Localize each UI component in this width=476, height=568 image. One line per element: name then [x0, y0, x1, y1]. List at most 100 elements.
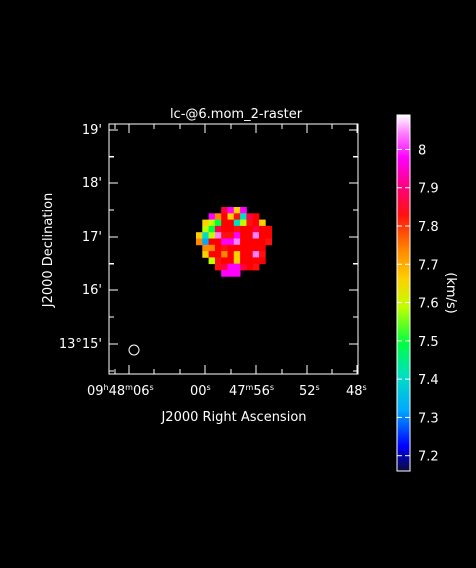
map-pixel — [252, 225, 260, 233]
map-pixel — [221, 219, 228, 227]
map-pixel — [233, 207, 241, 214]
plot-frame — [108, 123, 359, 375]
map-pixel — [259, 232, 266, 239]
map-pixel — [252, 219, 260, 227]
map-pixel — [208, 257, 216, 265]
map-pixel — [227, 244, 235, 252]
map-pixel — [208, 251, 216, 258]
map-pixel — [221, 257, 228, 265]
map-pixel — [240, 244, 247, 252]
map-pixel — [208, 219, 216, 227]
y-tick-label: 19' — [82, 123, 102, 138]
map-pixel — [233, 238, 241, 246]
colorbar-tick-label: 7.3 — [418, 411, 439, 426]
map-pixel — [252, 244, 260, 252]
map-pixel — [233, 263, 241, 271]
map-pixel — [208, 232, 216, 239]
y-axis-label: J2000 Declination — [41, 193, 56, 309]
map-pixel — [202, 219, 209, 227]
y-tick-label: 13°15' — [59, 337, 102, 352]
map-pixel — [240, 225, 247, 233]
map-pixel-layer — [196, 207, 272, 277]
map-pixel — [221, 213, 228, 220]
colorbar-tick-label: 8 — [418, 143, 426, 158]
map-pixel — [259, 225, 266, 233]
colorbar-tick-label: 7.6 — [418, 297, 439, 312]
map-pixel — [246, 238, 254, 246]
map-pixel — [196, 232, 203, 239]
map-pixel — [227, 232, 235, 239]
x-tick-label: 52s — [299, 383, 320, 399]
map-pixel — [221, 270, 228, 277]
map-pixel — [259, 244, 266, 252]
map-pixel — [227, 270, 235, 277]
map-pixel — [246, 257, 254, 265]
map-pixel — [246, 213, 254, 220]
x-tick-label: 48s — [346, 383, 367, 399]
map-pixel — [233, 257, 241, 265]
map-pixel — [240, 251, 247, 258]
x-tick-label: 00s — [190, 383, 211, 399]
map-pixel — [214, 219, 222, 227]
map-pixel — [214, 244, 222, 252]
beam-ellipse — [128, 344, 140, 356]
colorbar-tick-label: 7.4 — [418, 373, 439, 388]
y-tick-label: 17' — [82, 230, 102, 245]
colorbar-tick-label: 7.8 — [418, 220, 439, 235]
map-pixel — [221, 263, 228, 271]
map-pixel — [233, 225, 241, 233]
x-axis-label: J2000 Right Ascension — [160, 410, 306, 425]
map-pixel — [214, 232, 222, 239]
map-pixel — [227, 238, 235, 246]
map-pixel — [202, 232, 209, 239]
map-pixel — [208, 213, 216, 220]
map-pixel — [233, 251, 241, 258]
map-pixel — [246, 263, 254, 271]
map-pixel — [240, 232, 247, 239]
map-pixel — [221, 251, 228, 258]
colorbar-tick-label: 7.7 — [418, 258, 439, 273]
map-pixel — [227, 213, 235, 220]
map-pixel — [202, 244, 209, 252]
map-pixel — [252, 238, 260, 246]
map-pixel — [208, 238, 216, 246]
map-pixel — [246, 251, 254, 258]
map-pixel — [208, 225, 216, 233]
map-pixel — [252, 213, 260, 220]
map-pixel — [202, 225, 209, 233]
map-pixel — [233, 213, 241, 220]
map-pixel — [227, 207, 235, 214]
colorbar-tick-label: 7.5 — [418, 335, 439, 350]
map-pixel — [227, 219, 235, 227]
colorbar-tick-label: 7.2 — [418, 450, 439, 465]
map-pixel — [221, 244, 228, 252]
map-pixel — [246, 219, 254, 227]
map-pixel — [196, 238, 203, 246]
map-pixel — [221, 232, 228, 239]
map-pixel — [227, 257, 235, 265]
map-pixel — [259, 219, 266, 227]
map-pixel — [214, 238, 222, 246]
x-tick-label: 47m56s — [229, 383, 274, 399]
colorbar-ticks: 7.2 7.3 7.4 7.5 7.6 7.7 7.8 7.9 8 — [397, 143, 439, 465]
map-pixel — [252, 251, 260, 258]
map-pixel — [214, 263, 222, 271]
colorbar — [396, 114, 411, 472]
x-tick-label: 09h48m06s — [87, 383, 154, 399]
colorbar-tick-label: 7.9 — [418, 182, 439, 197]
map-pixel — [252, 232, 260, 239]
map-pixel — [259, 251, 266, 258]
map-pixel — [246, 232, 254, 239]
map-pixel — [233, 219, 241, 227]
map-pixel — [240, 263, 247, 271]
map-pixel — [259, 257, 266, 265]
map-pixel — [227, 263, 235, 271]
map-pixel — [265, 238, 272, 246]
map-pixel — [233, 244, 241, 252]
map-pixel — [240, 207, 247, 214]
map-pixel — [240, 238, 247, 246]
map-pixel — [214, 257, 222, 265]
map-pixel — [240, 219, 247, 227]
map-pixel — [214, 213, 222, 220]
